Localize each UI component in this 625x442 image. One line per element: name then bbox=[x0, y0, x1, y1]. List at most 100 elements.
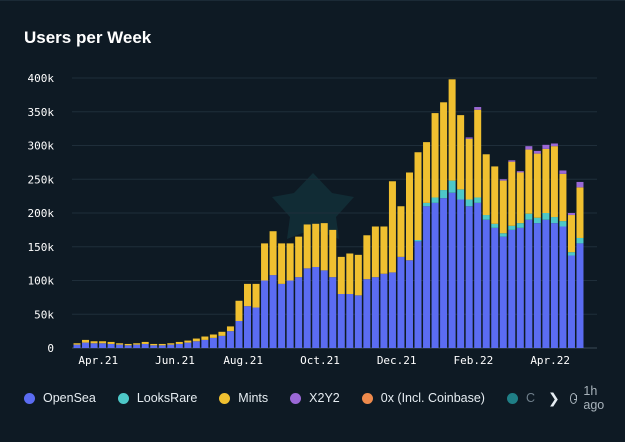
bar-segment[interactable] bbox=[388, 272, 396, 348]
bar-segment[interactable] bbox=[107, 343, 115, 348]
bar-segment[interactable] bbox=[474, 109, 482, 198]
bar-segment[interactable] bbox=[363, 235, 371, 280]
bar-segment[interactable] bbox=[423, 206, 431, 348]
bar-segment[interactable] bbox=[499, 180, 507, 234]
bar-segment[interactable] bbox=[371, 226, 379, 278]
bar-segment[interactable] bbox=[90, 341, 98, 344]
bar-segment[interactable] bbox=[133, 344, 141, 349]
bar-segment[interactable] bbox=[295, 236, 303, 278]
bar-segment[interactable] bbox=[414, 152, 422, 240]
bar-segment[interactable] bbox=[107, 341, 115, 344]
bar-segment[interactable] bbox=[567, 213, 575, 216]
bar-segment[interactable] bbox=[184, 342, 192, 348]
bar-segment[interactable] bbox=[278, 283, 286, 349]
bar-segment[interactable] bbox=[252, 283, 260, 308]
bar-segment[interactable] bbox=[533, 217, 541, 224]
bar-segment[interactable] bbox=[431, 113, 439, 198]
legend-item-truncated[interactable]: C bbox=[506, 391, 544, 405]
bar-segment[interactable] bbox=[516, 227, 524, 348]
bar-segment[interactable] bbox=[329, 277, 337, 349]
bar-segment[interactable] bbox=[474, 202, 482, 349]
bar-segment[interactable] bbox=[116, 344, 124, 349]
bar-segment[interactable] bbox=[150, 345, 158, 348]
bar-segment[interactable] bbox=[423, 202, 431, 207]
bar-segment[interactable] bbox=[269, 231, 277, 276]
bar-segment[interactable] bbox=[184, 340, 192, 343]
bar-segment[interactable] bbox=[175, 343, 183, 348]
legend-item-looksrare[interactable]: LooksRare bbox=[117, 391, 197, 405]
bar-segment[interactable] bbox=[226, 331, 234, 349]
bar-segment[interactable] bbox=[320, 223, 328, 271]
bar-segment[interactable] bbox=[550, 143, 558, 147]
bar-segment[interactable] bbox=[576, 243, 584, 349]
bar-segment[interactable] bbox=[499, 236, 507, 349]
bar-segment[interactable] bbox=[559, 173, 567, 222]
bar-segment[interactable] bbox=[533, 153, 541, 218]
bar-segment[interactable] bbox=[82, 342, 90, 348]
bar-segment[interactable] bbox=[414, 241, 422, 348]
bar-segment[interactable] bbox=[295, 277, 303, 349]
bar-segment[interactable] bbox=[516, 171, 524, 173]
bar-segment[interactable] bbox=[465, 206, 473, 348]
bar-segment[interactable] bbox=[320, 270, 328, 349]
bar-segment[interactable] bbox=[533, 150, 541, 154]
bar-segment[interactable] bbox=[448, 79, 456, 181]
legend-item-x2y2[interactable]: X2Y2 bbox=[290, 391, 340, 405]
bar-segment[interactable] bbox=[209, 334, 217, 338]
bar-segment[interactable] bbox=[116, 343, 124, 345]
bar-segment[interactable] bbox=[542, 219, 550, 348]
bar-segment[interactable] bbox=[380, 273, 388, 348]
bar-segment[interactable] bbox=[141, 341, 149, 344]
bar-segment[interactable] bbox=[567, 255, 575, 348]
bar-segment[interactable] bbox=[397, 206, 405, 257]
bar-segment[interactable] bbox=[542, 148, 550, 214]
bar-segment[interactable] bbox=[406, 172, 413, 261]
bar-segment[interactable] bbox=[218, 335, 226, 348]
bar-segment[interactable] bbox=[491, 227, 499, 348]
bar-segment[interactable] bbox=[550, 223, 558, 349]
bar-segment[interactable] bbox=[312, 223, 320, 267]
bar-segment[interactable] bbox=[508, 161, 516, 226]
bar-segment[interactable] bbox=[99, 341, 107, 344]
bar-segment[interactable] bbox=[525, 146, 533, 150]
bar-segment[interactable] bbox=[244, 283, 251, 307]
bar-segment[interactable] bbox=[576, 237, 584, 244]
bar-segment[interactable] bbox=[346, 294, 354, 348]
bar-segment[interactable] bbox=[388, 181, 396, 273]
bar-segment[interactable] bbox=[261, 280, 269, 349]
legend-item-opensea[interactable]: OpenSea bbox=[24, 391, 96, 405]
bar-segment[interactable] bbox=[158, 343, 166, 346]
bar-segment[interactable] bbox=[414, 240, 422, 242]
bar-segment[interactable] bbox=[133, 343, 141, 345]
bar-segment[interactable] bbox=[354, 295, 362, 348]
bar-segment[interactable] bbox=[346, 253, 354, 295]
bar-segment[interactable] bbox=[482, 215, 490, 220]
bar-segment[interactable] bbox=[457, 189, 465, 200]
bar-segment[interactable] bbox=[303, 268, 311, 348]
bar-segment[interactable] bbox=[286, 280, 294, 349]
bar-segment[interactable] bbox=[337, 294, 345, 348]
bar-segment[interactable] bbox=[567, 215, 575, 253]
bar-segment[interactable] bbox=[431, 202, 439, 349]
bar-segment[interactable] bbox=[508, 160, 516, 162]
bar-segment[interactable] bbox=[482, 154, 490, 216]
bar-segment[interactable] bbox=[474, 197, 482, 203]
bar-segment[interactable] bbox=[516, 223, 524, 228]
bar-segment[interactable] bbox=[499, 233, 507, 237]
bar-segment[interactable] bbox=[423, 142, 431, 203]
bar-segment[interactable] bbox=[406, 260, 413, 348]
bar-segment[interactable] bbox=[448, 180, 456, 193]
bar-segment[interactable] bbox=[457, 199, 465, 349]
bar-segment[interactable] bbox=[235, 300, 243, 321]
bar-segment[interactable] bbox=[90, 343, 98, 348]
bar-segment[interactable] bbox=[312, 267, 320, 348]
bar-segment[interactable] bbox=[235, 321, 243, 348]
bar-segment[interactable] bbox=[175, 341, 183, 344]
bar-segment[interactable] bbox=[363, 279, 371, 348]
bar-segment[interactable] bbox=[474, 107, 482, 110]
bar-segment[interactable] bbox=[150, 343, 158, 346]
bar-segment[interactable] bbox=[508, 225, 516, 230]
bar-segment[interactable] bbox=[397, 256, 405, 349]
bar-segment[interactable] bbox=[278, 243, 286, 284]
legend-item-mints[interactable]: Mints bbox=[219, 391, 268, 405]
